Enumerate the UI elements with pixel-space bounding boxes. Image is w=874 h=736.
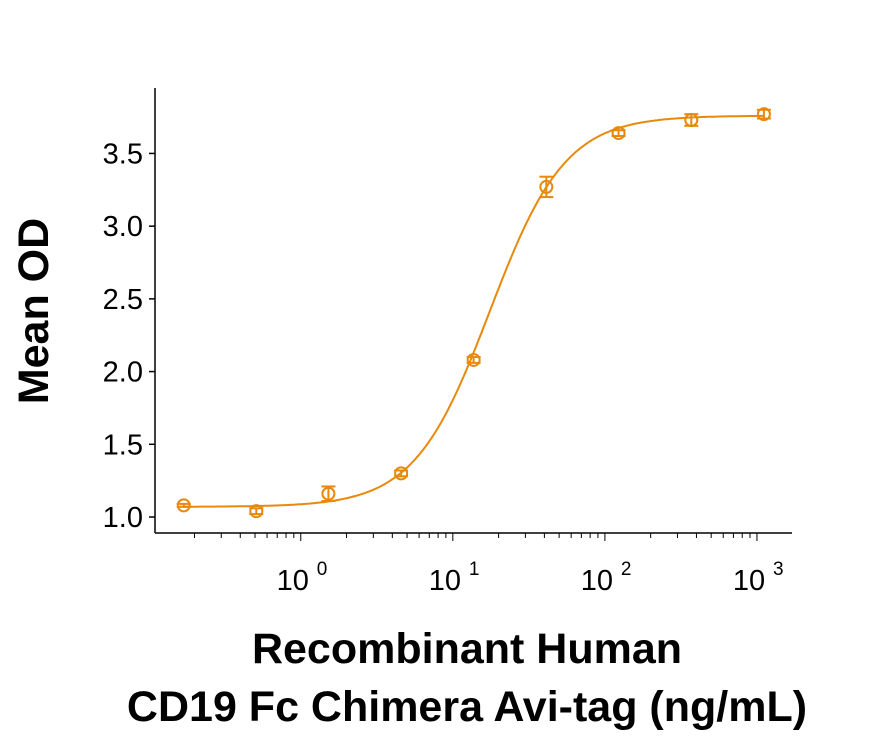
x-tick-label: 10 [581, 565, 613, 597]
data-points [176, 107, 771, 519]
point-marker [176, 498, 191, 513]
data-point [611, 126, 626, 141]
x-axis-title-line-2: CD19 Fc Chimera Avi-tag (ng/mL) [127, 683, 807, 731]
point-marker [539, 179, 554, 194]
y-axis-title: Mean OD [10, 218, 58, 404]
y-tick-label: 2.5 [103, 284, 143, 316]
point-marker [321, 486, 336, 501]
data-point [394, 466, 409, 481]
data-point [321, 485, 336, 503]
y-tick-label: 1.5 [103, 429, 143, 461]
x-tick-label-exponent: 1 [469, 559, 480, 580]
y-tick-label: 3.5 [103, 138, 143, 170]
ticks: 1.0 1.5 2.0 2.5 3.0 3.5 10 0 10 1 10 2 10 3 [103, 138, 784, 597]
y-tick-label: 1.0 [103, 502, 143, 534]
data-point [249, 504, 264, 519]
point-marker [756, 107, 771, 122]
point-marker [684, 112, 699, 127]
x-tick-label-exponent: 2 [621, 559, 632, 580]
y-tick-label: 2.0 [103, 357, 143, 389]
data-point [539, 175, 554, 199]
point-marker [466, 352, 481, 367]
data-point [756, 107, 771, 122]
x-tick-label: 10 [733, 565, 765, 597]
data-point [684, 112, 699, 127]
x-tick-label-exponent: 3 [773, 559, 784, 580]
point-marker [611, 126, 626, 141]
x-tick-label-exponent: 0 [317, 559, 328, 580]
x-tick-label: 10 [277, 565, 309, 597]
axes [154, 88, 792, 534]
data-point [466, 352, 481, 367]
x-tick-label: 10 [429, 565, 461, 597]
point-marker [249, 504, 264, 519]
x-axis-title-line-1: Recombinant Human [252, 625, 682, 673]
data-point [176, 498, 191, 513]
y-tick-label: 3.0 [103, 211, 143, 243]
fit-curve [183, 114, 764, 508]
point-marker [394, 466, 409, 481]
